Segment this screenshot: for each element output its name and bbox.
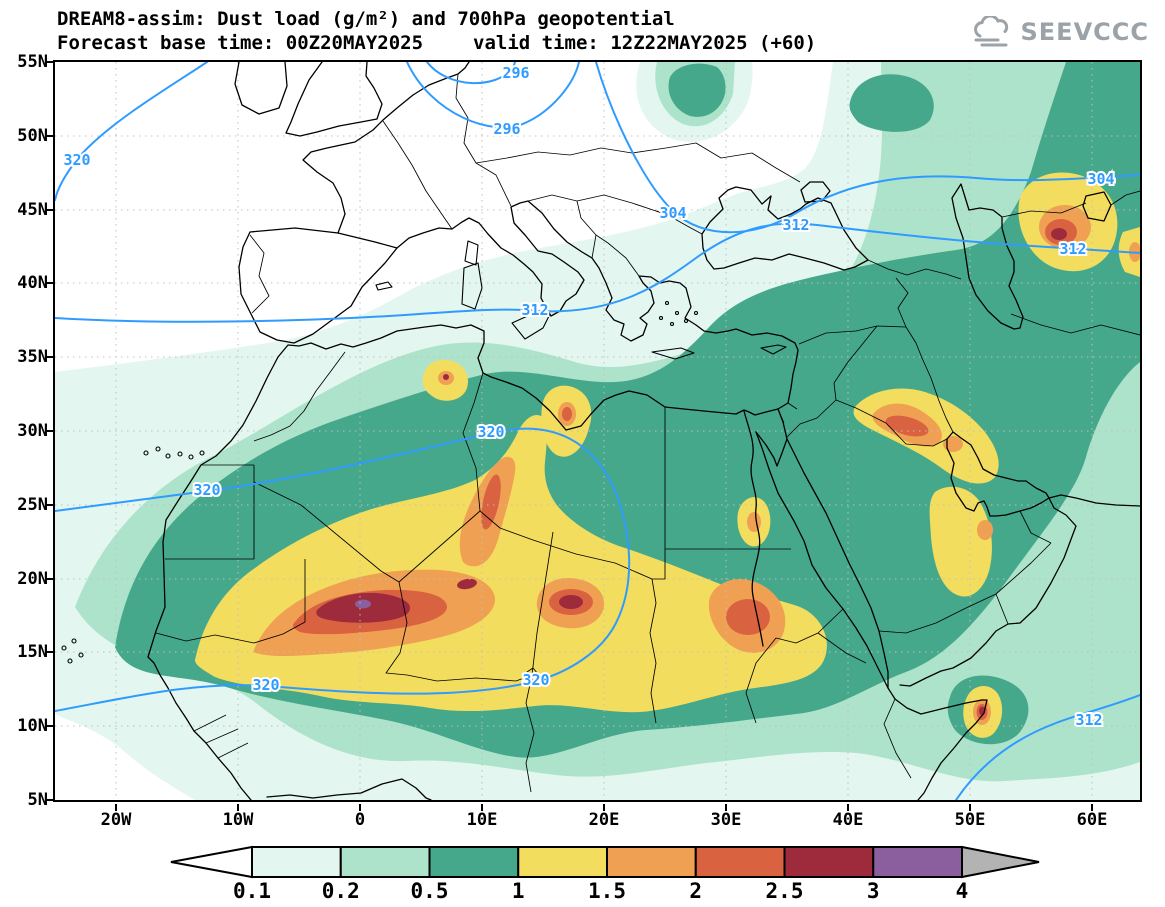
y-axis-label-55N: 55N bbox=[17, 52, 48, 72]
colorbar-cell-6 bbox=[783, 846, 875, 878]
geopotential-label-layer: 320 296 296 304 304 312 312 312 312 320 320 320 320 bbox=[61, 62, 1116, 731]
geopotential-contours bbox=[55, 62, 1140, 800]
colorbar-level-label-1: 1 bbox=[511, 879, 525, 903]
x-axis-label-20E: 20E bbox=[588, 810, 620, 830]
x-axis-label-10W: 10W bbox=[222, 810, 254, 830]
x-axis-tick bbox=[1091, 804, 1093, 811]
geopotential-contour-label-312: 312 bbox=[521, 301, 548, 319]
y-axis-tick bbox=[46, 578, 53, 580]
valid-time-label: valid time: 12Z22MAY2025 (+60) bbox=[473, 32, 817, 54]
x-axis-tick bbox=[359, 804, 361, 811]
x-axis-tick bbox=[725, 804, 727, 811]
x-axis-label-60E: 60E bbox=[1076, 810, 1108, 830]
colorbar bbox=[168, 845, 1042, 879]
forecast-map: 320 296 296 304 304 312 312 312 312 320 320 320 320 bbox=[55, 62, 1140, 800]
geopotential-contour-label-304: 304 bbox=[1087, 170, 1114, 188]
x-axis-label-40E: 40E bbox=[832, 810, 864, 830]
geopotential-contour-label-320: 320 bbox=[477, 423, 504, 441]
x-axis-tick bbox=[481, 804, 483, 811]
y-axis-label-50N: 50N bbox=[17, 126, 48, 146]
y-axis-label-20N: 20N bbox=[17, 569, 48, 589]
logo-text: SEEVCCC bbox=[1020, 18, 1149, 46]
geopotential-contour-label-320: 320 bbox=[63, 151, 90, 169]
colorbar-over-arrow bbox=[961, 845, 1040, 879]
y-axis-tick bbox=[46, 430, 53, 432]
x-axis-label-50E: 50E bbox=[954, 810, 986, 830]
y-axis-label-35N: 35N bbox=[17, 347, 48, 367]
cloud-icon bbox=[973, 16, 1008, 47]
colorbar-cell-2 bbox=[428, 846, 520, 878]
y-axis-tick bbox=[46, 799, 53, 801]
geopotential-contour-label-312: 312 bbox=[782, 216, 809, 234]
colorbar-level-label-4: 4 bbox=[955, 879, 969, 903]
colorbar-cell-1 bbox=[339, 846, 431, 878]
y-axis-label-30N: 30N bbox=[17, 421, 48, 441]
y-axis-tick bbox=[46, 209, 53, 211]
colorbar-cell-5 bbox=[694, 846, 786, 878]
x-axis-label-20W: 20W bbox=[100, 810, 132, 830]
y-axis-tick bbox=[46, 135, 53, 137]
x-axis-tick bbox=[969, 804, 971, 811]
geopotential-contour-label-312: 312 bbox=[1059, 240, 1086, 258]
x-axis-label-0: 0 bbox=[354, 810, 366, 830]
colorbar-level-label-2: 2 bbox=[689, 879, 703, 903]
colorbar-cell-7 bbox=[872, 846, 963, 878]
colorbar-cell-4 bbox=[606, 846, 697, 878]
colorbar-level-label-0.2: 0.2 bbox=[321, 879, 360, 903]
colorbar-level-label-1.5: 1.5 bbox=[588, 879, 626, 903]
colorbar-scale bbox=[170, 845, 1040, 879]
geopotential-contour-label-312: 312 bbox=[1075, 711, 1102, 729]
geopotential-contour-label-304: 304 bbox=[659, 204, 686, 222]
geopotential-contour-label-296: 296 bbox=[493, 120, 520, 138]
y-axis-tick bbox=[46, 504, 53, 506]
y-axis-tick bbox=[46, 282, 53, 284]
graticule bbox=[55, 62, 1140, 800]
y-axis-label-10N: 10N bbox=[17, 716, 48, 736]
page-subtitle: Forecast base time: 00Z20MAY2025 valid ti… bbox=[57, 32, 816, 54]
coastlines bbox=[147, 62, 1140, 800]
colorbar-cell-3 bbox=[517, 846, 608, 878]
y-axis-tick bbox=[46, 725, 53, 727]
y-axis-label-25N: 25N bbox=[17, 495, 48, 515]
geopotential-contour-label-296: 296 bbox=[502, 64, 529, 82]
x-axis-label-10E: 10E bbox=[466, 810, 498, 830]
colorbar-level-label-0.5: 0.5 bbox=[410, 879, 449, 903]
y-axis-tick bbox=[46, 356, 53, 358]
y-axis-tick bbox=[46, 61, 53, 63]
geopotential-contour-label-320: 320 bbox=[252, 676, 279, 694]
colorbar-level-label-2.5: 2.5 bbox=[765, 879, 804, 903]
page-title: DREAM8-assim: Dust load (g/m²) and 700hP… bbox=[57, 8, 675, 30]
islands bbox=[61, 240, 787, 664]
x-axis-label-30E: 30E bbox=[710, 810, 742, 830]
y-axis-label-45N: 45N bbox=[17, 200, 48, 220]
base-time-label: Forecast base time: 00Z20MAY2025 bbox=[57, 32, 424, 54]
colorbar-cell-0 bbox=[251, 846, 342, 878]
y-axis-label-40N: 40N bbox=[17, 273, 48, 293]
x-axis-tick bbox=[115, 804, 117, 811]
map-frame: 320 296 296 304 304 312 312 312 312 320 320 320 320 bbox=[53, 60, 1142, 802]
colorbar-level-label-3: 3 bbox=[866, 879, 880, 903]
geopotential-contour-label-320: 320 bbox=[522, 671, 549, 689]
x-axis-tick bbox=[603, 804, 605, 811]
colorbar-level-label-0.1: 0.1 bbox=[233, 879, 271, 903]
y-axis-label-5N: 5N bbox=[27, 790, 48, 810]
seevccc-logo: SEEVCCC bbox=[968, 16, 1150, 48]
geopotential-contour-label-320: 320 bbox=[193, 481, 220, 499]
y-axis-tick bbox=[46, 651, 53, 653]
y-axis-label-15N: 15N bbox=[17, 642, 48, 662]
dust-fill-layer bbox=[55, 62, 1140, 800]
x-axis-tick bbox=[847, 804, 849, 811]
colorbar-under-arrow bbox=[170, 845, 253, 879]
country-borders bbox=[155, 73, 1140, 793]
x-axis-tick bbox=[237, 804, 239, 811]
